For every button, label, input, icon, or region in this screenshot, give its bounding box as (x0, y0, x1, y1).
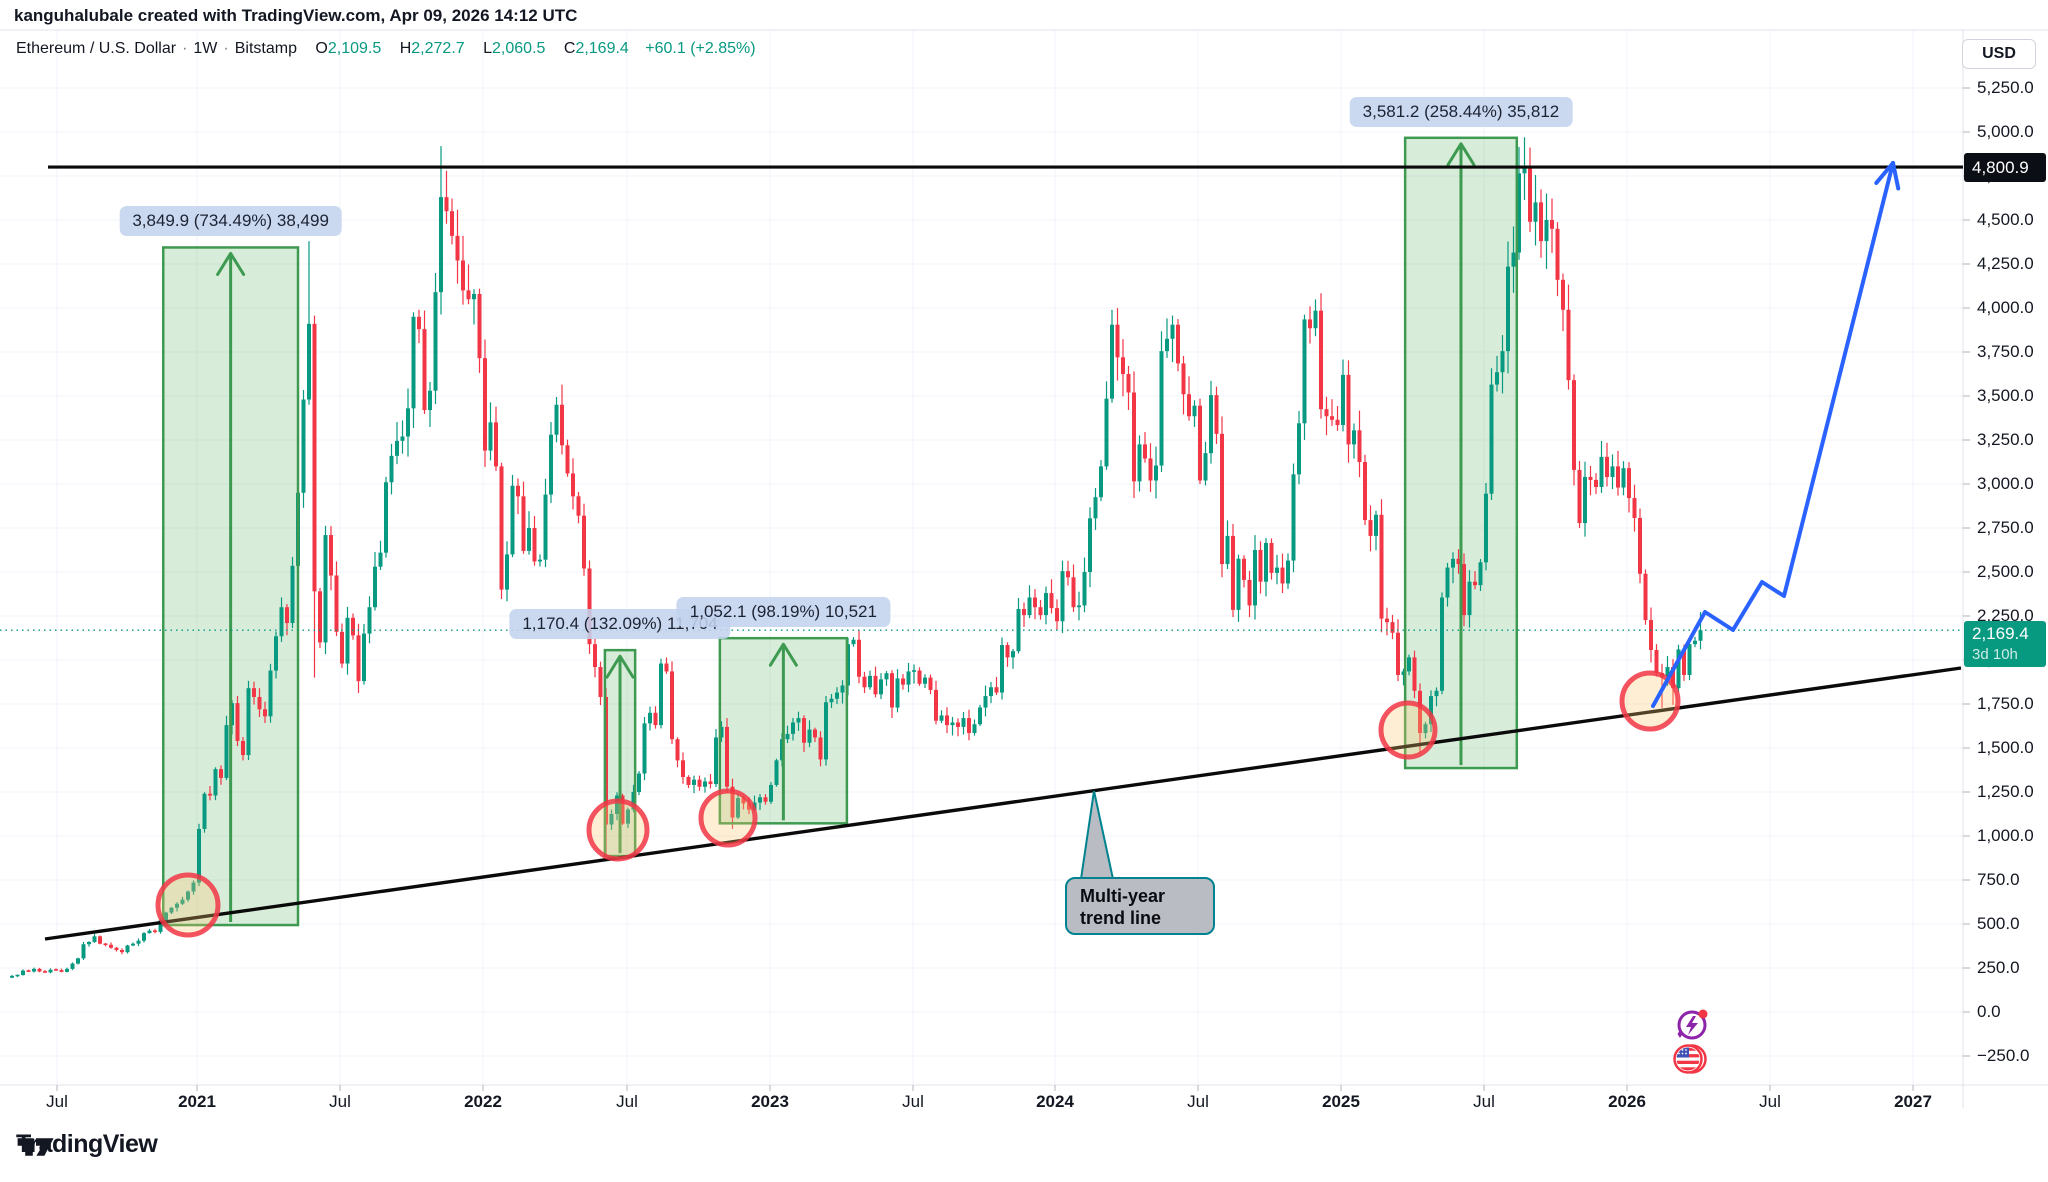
price-axis-label: 5,000.0 (1977, 122, 2034, 141)
currency-toggle-button[interactable]: USD (1962, 39, 2036, 69)
current-price-badge: 2,169.4 3d 10h (1964, 621, 2046, 668)
interval-label[interactable]: 1W (193, 40, 218, 57)
time-axis-label: 2021 (178, 1092, 216, 1111)
price-axis-label: 3,750.0 (1977, 342, 2034, 361)
price-axis-label: 1,250.0 (1977, 782, 2034, 801)
time-axis-label: Jul (1759, 1092, 1781, 1111)
open-value: 2,109.5 (327, 40, 382, 57)
price-axis-label: 3,000.0 (1977, 474, 2034, 493)
candles (10, 137, 1703, 979)
price-axis-label: 0.0 (1977, 1002, 2001, 1021)
time-axis-label: 2022 (464, 1092, 502, 1111)
price-axis-label: 5,250.0 (1977, 78, 2034, 97)
countdown-timer: 3d 10h (1972, 646, 2018, 664)
low-label: L (483, 40, 493, 57)
low-value: 2,060.5 (492, 40, 546, 57)
tradingview-logo-mark (17, 1138, 54, 1156)
time-axis-label: Jul (1473, 1092, 1495, 1111)
exchange-label: Bitstamp (234, 40, 297, 57)
time-axis-label: Jul (46, 1092, 68, 1111)
time-axis-label: 2023 (751, 1092, 789, 1111)
time-axis-label: Jul (1187, 1092, 1209, 1111)
price-axis-label: 2,500.0 (1977, 562, 2034, 581)
time-axis-label: Jul (616, 1092, 638, 1111)
change-value: +60.1 (+2.85%) (645, 40, 756, 57)
price-axis-label: 2,250.0 (1977, 606, 2034, 625)
trendline-callout[interactable]: Multi-year trend line (1065, 877, 1215, 935)
time-axis-label: 2025 (1322, 1092, 1360, 1111)
price-axis-label: 1,500.0 (1977, 738, 2034, 757)
price-axis-label: 4,500.0 (1977, 210, 2034, 229)
high-label: H (399, 40, 412, 57)
price-axis-label: 250.0 (1977, 958, 2020, 977)
time-axis-label: 2024 (1036, 1092, 1074, 1111)
price-axis-label: 1,750.0 (1977, 694, 2034, 713)
close-label: C (563, 40, 576, 57)
price-axis-label: 4,250.0 (1977, 254, 2034, 273)
open-label: O (315, 40, 328, 57)
symbol-header: Ethereum / U.S. Dollar · 1W · Bitstamp O2,10… (16, 40, 756, 58)
price-range-label[interactable]: 1,052.1 (98.19%) 10,521 (676, 597, 890, 628)
price-axis-label: 3,500.0 (1977, 386, 2034, 405)
price-axis-label: 2,750.0 (1977, 518, 2034, 537)
symbol-title[interactable]: Ethereum / U.S. Dollar (16, 40, 177, 57)
hline-price-badge: 4,800.9 (1964, 153, 2046, 183)
price-axis-label: 3,250.0 (1977, 430, 2034, 449)
creator-attribution: kanguhalubale created with TradingView.c… (14, 6, 578, 25)
time-axis-label: Jul (329, 1092, 351, 1111)
price-axis-label: 4,000.0 (1977, 298, 2034, 317)
price-axis-label: 500.0 (1977, 914, 2020, 933)
price-axis-label: 750.0 (1977, 870, 2020, 889)
price-axis-label: 1,000.0 (1977, 826, 2034, 845)
close-value: 2,169.4 (575, 40, 629, 57)
high-value: 2,272.7 (411, 40, 465, 57)
tradingview-logo[interactable]: TradingView (16, 1130, 158, 1159)
time-axis-label: Jul (902, 1092, 924, 1111)
time-axis-label: 2026 (1608, 1092, 1646, 1111)
price-range-label[interactable]: 3,849.9 (734.49%) 38,499 (119, 206, 342, 237)
price-range-label[interactable]: 3,581.2 (258.44%) 35,812 (1349, 96, 1573, 127)
separator-dot: · (182, 40, 188, 57)
time-axis-label: 2027 (1894, 1092, 1932, 1111)
separator-dot: · (223, 40, 229, 57)
price-axis-label: −250.0 (1977, 1046, 2030, 1065)
